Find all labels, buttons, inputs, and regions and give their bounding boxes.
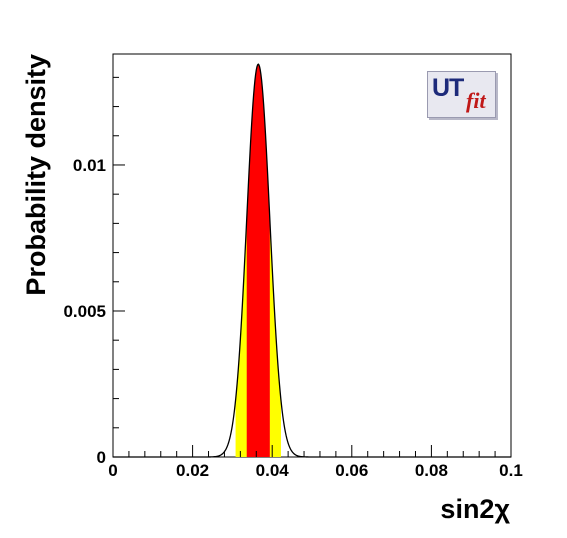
logo-text-fit: fit (466, 88, 486, 113)
plot-frame (112, 53, 512, 458)
density-line (113, 63, 511, 458)
x-tick-label: 0.04 (256, 461, 290, 480)
band-68-fill (246, 64, 270, 457)
x-tick-label: 0.08 (415, 461, 448, 480)
x-tick-label: 0 (108, 461, 117, 480)
x-tick-label: 0.06 (335, 461, 368, 480)
y-tick-label: 0 (97, 448, 106, 467)
utfit-logo: UT fit (427, 71, 496, 118)
density-curve (113, 63, 511, 458)
y-tick-label: 0.01 (73, 156, 106, 175)
x-tick-label: 0.02 (176, 461, 209, 480)
axis-ticks (112, 76, 512, 458)
x-axis-title: sin2χ (440, 494, 510, 524)
axis-tick-labels: 0 0.02 0.04 0.06 0.08 0.1 0 0.005 0.01 (63, 156, 522, 480)
y-axis-title: Probability density (21, 54, 51, 296)
y-tick-label: 0.005 (63, 302, 106, 321)
band-68-area (246, 64, 270, 457)
logo-text-ut: UT (432, 74, 464, 102)
x-tick-label: 0.1 (499, 461, 523, 480)
